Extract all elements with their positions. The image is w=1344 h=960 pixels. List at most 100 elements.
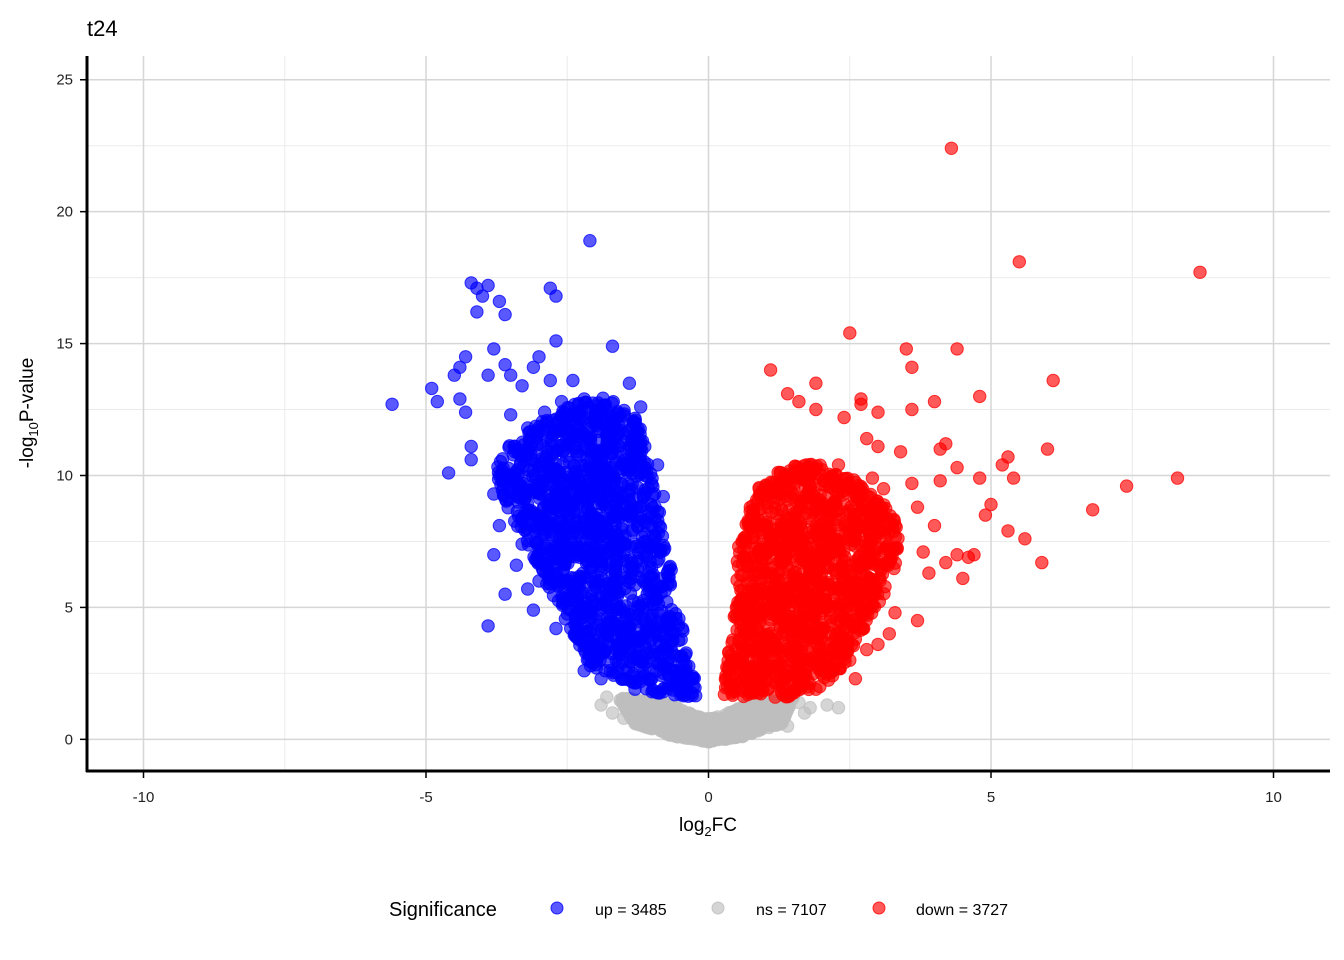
data-point — [780, 387, 795, 401]
data-point — [787, 566, 801, 580]
data-point — [1006, 471, 1021, 485]
legend-label-down: down = 3727 — [916, 902, 1008, 919]
data-point — [549, 334, 563, 348]
data-point — [1046, 373, 1060, 388]
data-point — [944, 141, 959, 156]
data-point — [470, 305, 484, 319]
data-point — [905, 360, 919, 374]
data-point — [899, 342, 913, 356]
data-point — [837, 410, 851, 425]
data-point — [812, 592, 826, 606]
data-point — [441, 466, 456, 480]
data-point — [583, 234, 597, 248]
data-point — [722, 668, 736, 683]
data-point — [843, 326, 857, 340]
data-point — [564, 471, 578, 486]
data-point — [814, 666, 829, 681]
data-point — [950, 548, 964, 562]
data-point — [595, 450, 610, 464]
data-point — [538, 452, 553, 466]
data-point — [385, 397, 399, 411]
data-point — [967, 548, 981, 562]
data-point — [691, 722, 706, 736]
data-point — [933, 474, 947, 488]
data-point — [765, 540, 779, 554]
x-axis-title-subscript: 2 — [704, 824, 711, 839]
data-point — [905, 476, 919, 491]
data-point — [528, 553, 543, 567]
data-point — [820, 698, 834, 712]
data-point — [876, 482, 891, 496]
data-point — [543, 373, 557, 388]
data-point — [757, 661, 771, 675]
data-point — [1119, 479, 1134, 493]
data-point — [745, 560, 760, 574]
data-point — [922, 566, 936, 580]
data-point — [859, 554, 873, 569]
data-point — [521, 582, 535, 596]
data-point — [777, 644, 791, 659]
data-point — [814, 606, 828, 621]
data-point — [871, 405, 885, 419]
data-point — [821, 537, 836, 551]
x-tick-label: -5 — [419, 789, 432, 806]
data-point — [826, 641, 840, 655]
legend-title: Significance — [389, 899, 497, 921]
data-point — [831, 458, 846, 472]
data-point — [501, 501, 515, 515]
y-tick-label: 0 — [65, 731, 73, 748]
data-point — [927, 394, 942, 409]
x-tick-label: 0 — [704, 789, 712, 806]
data-point — [612, 617, 626, 631]
data-point — [628, 540, 642, 554]
data-point — [509, 558, 524, 572]
data-point — [605, 339, 620, 353]
data-point — [793, 593, 807, 607]
data-point — [809, 402, 823, 417]
data-point — [871, 637, 885, 652]
data-point — [827, 576, 842, 590]
data-point — [640, 587, 654, 601]
data-point — [956, 571, 970, 586]
data-point — [820, 653, 835, 667]
data-point — [803, 701, 817, 715]
data-point — [536, 526, 550, 541]
data-point — [600, 627, 614, 641]
data-point — [577, 664, 591, 678]
data-point — [634, 434, 648, 448]
data-point — [1035, 555, 1049, 570]
data-point — [833, 608, 848, 622]
data-point — [609, 495, 623, 509]
data-point — [622, 695, 637, 710]
data-point — [526, 603, 541, 617]
data-point — [487, 342, 501, 356]
data-point — [481, 278, 495, 293]
data-point — [623, 619, 637, 634]
data-point — [843, 653, 857, 667]
data-point — [806, 505, 821, 519]
data-point — [617, 711, 631, 725]
data-point — [487, 548, 501, 562]
data-point — [668, 607, 683, 621]
data-point — [793, 502, 807, 516]
data-point — [764, 631, 778, 646]
data-point — [498, 587, 512, 601]
data-point — [792, 394, 806, 409]
y-tick-label: 15 — [56, 336, 73, 353]
data-point — [647, 648, 662, 662]
data-point — [549, 289, 563, 303]
data-point — [831, 701, 846, 715]
data-point — [798, 611, 812, 626]
series-down — [717, 141, 1207, 704]
data-point — [579, 556, 594, 571]
data-point — [564, 571, 579, 585]
data-point — [786, 656, 801, 670]
data-point — [511, 467, 525, 481]
x-tick-label: 10 — [1265, 789, 1282, 806]
data-point — [520, 525, 534, 539]
data-point — [751, 724, 765, 738]
data-point — [741, 687, 755, 702]
data-point — [527, 507, 541, 522]
data-point — [933, 442, 947, 456]
data-point — [596, 511, 610, 525]
